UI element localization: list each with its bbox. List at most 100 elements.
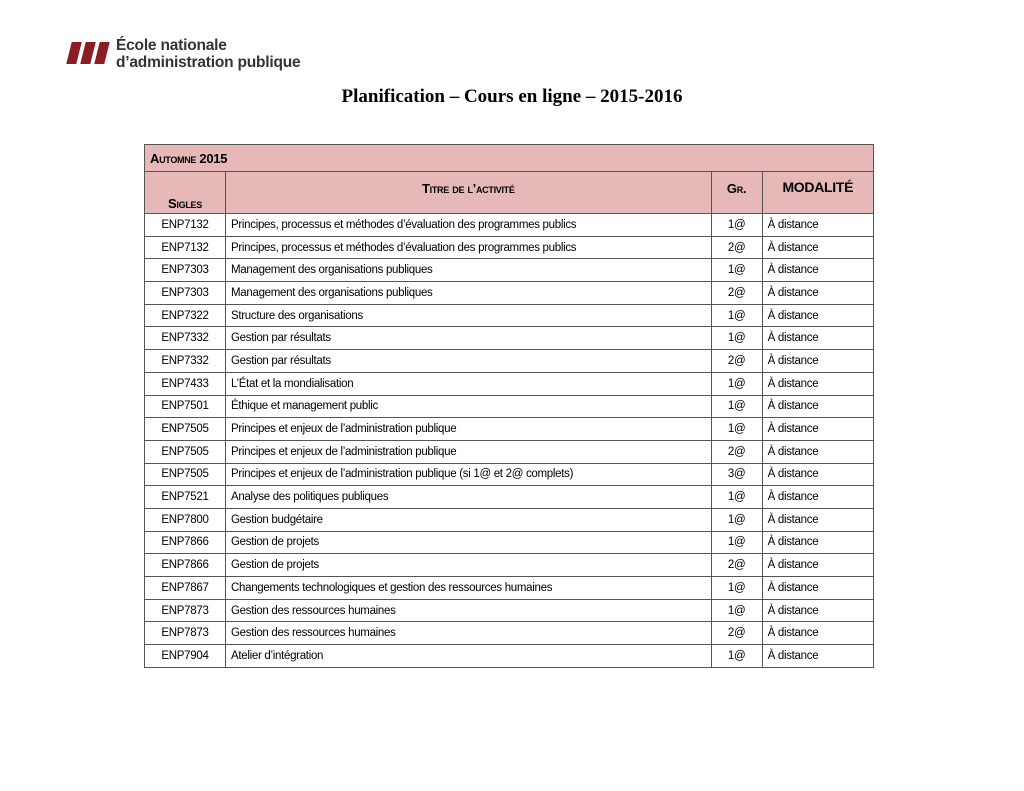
modalite-cell: À distance <box>761 371 875 396</box>
titre-cell: Gestion par résultats <box>225 326 712 351</box>
table-row: ENP7521 Analyse des politiques publiques 1… <box>144 485 875 509</box>
col-modalite: MODALITÉ <box>761 171 875 214</box>
modalite-cell: À distance <box>761 530 875 555</box>
table-row: ENP7303 Management des organisations publ… <box>144 258 875 283</box>
table-row: ENP7505 Principes et enjeux de l’administ… <box>144 462 875 487</box>
sigle-cell: ENP7303 <box>144 258 226 283</box>
table-row: ENP7132 Principes, processus et méthodes … <box>144 235 875 260</box>
table-row: ENP7873 Gestion des ressources humaines 1@… <box>144 598 875 623</box>
sigle-cell: ENP7505 <box>144 462 226 487</box>
modalite-cell: À distance <box>761 417 875 441</box>
table-row: ENP7866 Gestion de projets 2@ À distance <box>144 553 875 577</box>
sigle-cell: ENP7332 <box>144 326 226 351</box>
header-row: Sigles Titre de l’activité Gr. MODALITÉ <box>144 171 875 214</box>
modalite-cell: À distance <box>761 576 875 600</box>
sigle-cell: ENP7800 <box>144 507 226 532</box>
titre-cell: Management des organisations publiques <box>225 281 712 305</box>
col-titre: Titre de l’activité <box>225 171 712 214</box>
groupe-cell: 3@ <box>710 462 763 487</box>
table-row: ENP7505 Principes et enjeux de l’administ… <box>144 439 875 464</box>
table-row: ENP7433 L’État et la mondialisation 1@ À di… <box>144 371 875 396</box>
sigle-cell: ENP7866 <box>144 530 226 555</box>
modalite-cell: À distance <box>761 621 875 646</box>
titre-cell: Gestion par résultats <box>225 349 712 373</box>
groupe-cell: 1@ <box>710 576 763 600</box>
groupe-cell: 1@ <box>710 303 763 328</box>
modalite-cell: À distance <box>761 258 875 283</box>
titre-cell: Changements technologiques et gestion de… <box>225 576 712 600</box>
table-row: ENP7332 Gestion par résultats 2@ À distance <box>144 349 875 373</box>
groupe-cell: 1@ <box>710 213 763 237</box>
sigle-cell: ENP7132 <box>144 235 226 260</box>
modalite-cell: À distance <box>761 439 875 464</box>
sigle-cell: ENP7505 <box>144 439 226 464</box>
groupe-cell: 1@ <box>710 326 763 351</box>
modalite-cell: À distance <box>761 507 875 532</box>
groupe-cell: 1@ <box>710 371 763 396</box>
titre-cell: Gestion de projets <box>225 553 712 577</box>
col-sigles: Sigles <box>144 171 226 214</box>
section-row: Automne 2015 <box>144 144 874 172</box>
sigle-cell: ENP7904 <box>144 644 226 668</box>
sigle-cell: ENP7433 <box>144 371 226 396</box>
enap-logo: École nationale d’administration publiqu… <box>66 37 301 71</box>
modalite-cell: À distance <box>761 394 875 419</box>
table-row: ENP7322 Structure des organisations 1@ À di… <box>144 303 875 328</box>
modalite-cell: À distance <box>761 235 875 260</box>
groupe-cell: 2@ <box>710 235 763 260</box>
groupe-cell: 1@ <box>710 417 763 441</box>
page-title: Planification – Cours en ligne – 2015-20… <box>341 86 683 107</box>
groupe-cell: 2@ <box>710 439 763 464</box>
groupe-cell: 2@ <box>710 553 763 577</box>
sigle-cell: ENP7521 <box>144 485 226 509</box>
sigle-cell: ENP7303 <box>144 281 226 305</box>
sigle-cell: ENP7132 <box>144 213 226 237</box>
table-row: ENP7303 Management des organisations publ… <box>144 281 875 305</box>
groupe-cell: 1@ <box>710 485 763 509</box>
titre-cell: Gestion des ressources humaines <box>225 598 712 623</box>
titre-cell: Atelier d’intégration <box>225 644 712 668</box>
table-row: ENP7332 Gestion par résultats 1@ À distance <box>144 326 875 351</box>
titre-cell: Gestion de projets <box>225 530 712 555</box>
sigle-cell: ENP7332 <box>144 349 226 373</box>
groupe-cell: 1@ <box>710 530 763 555</box>
titre-cell: Gestion budgétaire <box>225 507 712 532</box>
sigle-cell: ENP7873 <box>144 598 226 623</box>
sigle-cell: ENP7501 <box>144 394 226 419</box>
modalite-cell: À distance <box>761 485 875 509</box>
table-row: ENP7800 Gestion budgétaire 1@ À distance <box>144 507 875 532</box>
col-groupe: Gr. <box>710 171 763 214</box>
table-row: ENP7873 Gestion des ressources humaines 2@… <box>144 621 875 646</box>
logo-text: École nationale d’administration publiqu… <box>116 37 301 71</box>
modalite-cell: À distance <box>761 303 875 328</box>
table-row: ENP7866 Gestion de projets 1@ À distance <box>144 530 875 555</box>
groupe-cell: 2@ <box>710 281 763 305</box>
titre-cell: L’État et la mondialisation <box>225 371 712 396</box>
groupe-cell: 1@ <box>710 507 763 532</box>
section-title: Automne 2015 <box>144 144 874 172</box>
groupe-cell: 2@ <box>710 349 763 373</box>
table-row: ENP7867 Changements technologiques et ges… <box>144 576 875 600</box>
modalite-cell: À distance <box>761 598 875 623</box>
logo-line2: d’administration publique <box>116 54 301 71</box>
titre-cell: Analyse des politiques publiques <box>225 485 712 509</box>
groupe-cell: 1@ <box>710 258 763 283</box>
logo-mark-icon <box>66 39 110 69</box>
sigle-cell: ENP7866 <box>144 553 226 577</box>
modalite-cell: À distance <box>761 213 875 237</box>
titre-cell: Structure des organisations <box>225 303 712 328</box>
logo-line1: École nationale <box>116 37 227 54</box>
modalite-cell: À distance <box>761 553 875 577</box>
table-row: ENP7501 Éthique et management public 1@ À d… <box>144 394 875 419</box>
titre-cell: Management des organisations publiques <box>225 258 712 283</box>
titre-cell: Principes et enjeux de l’administration … <box>225 417 712 441</box>
sigle-cell: ENP7322 <box>144 303 226 328</box>
groupe-cell: 1@ <box>710 598 763 623</box>
table-row: ENP7505 Principes et enjeux de l’administ… <box>144 417 875 441</box>
titre-cell: Principes, processus et méthodes d’évalu… <box>225 213 712 237</box>
modalite-cell: À distance <box>761 326 875 351</box>
sigle-cell: ENP7873 <box>144 621 226 646</box>
titre-cell: Principes, processus et méthodes d’évalu… <box>225 235 712 260</box>
titre-cell: Éthique et management public <box>225 394 712 419</box>
titre-cell: Principes et enjeux de l’administration … <box>225 462 712 487</box>
